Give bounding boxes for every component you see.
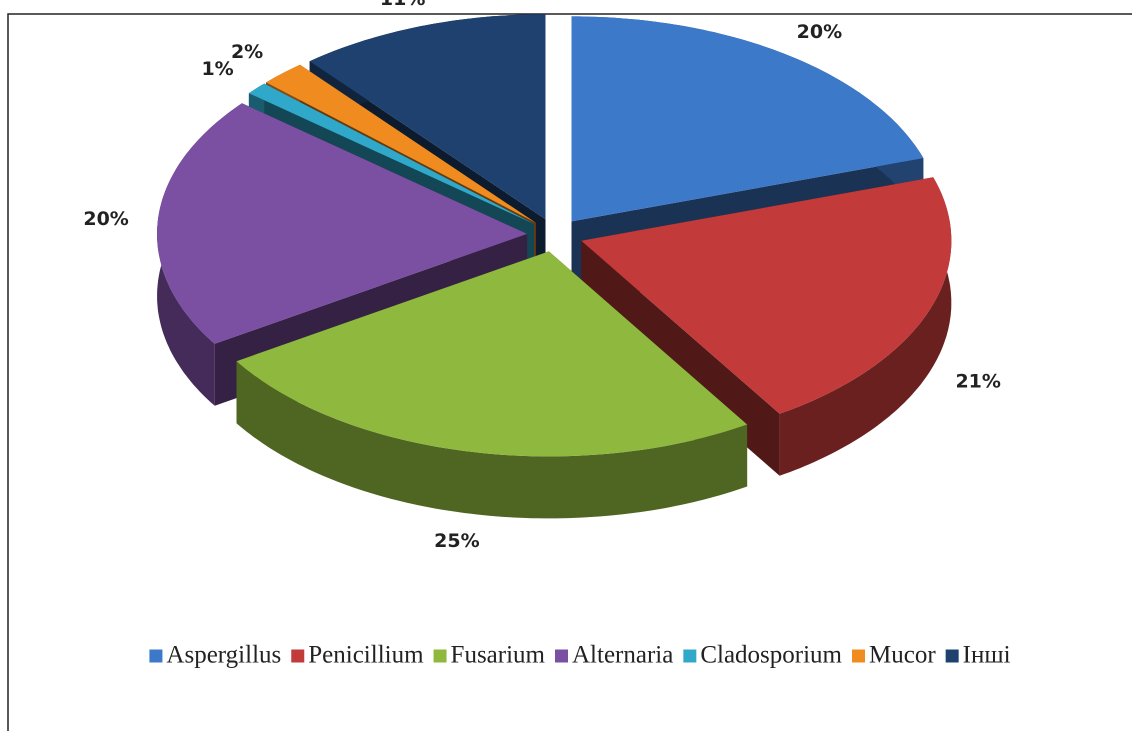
legend-swatch [433, 649, 447, 663]
legend-item: Alternaria [554, 642, 673, 669]
slice-wall [236, 361, 748, 519]
pie-slice [236, 251, 748, 519]
slice-top [236, 251, 748, 457]
slice-top [248, 83, 534, 224]
legend-item: Penicillium [291, 642, 424, 669]
legend-swatch [554, 649, 568, 663]
legend-label: Mucor [869, 642, 936, 669]
legend-label: Cladosporium [700, 642, 842, 669]
legend-swatch [683, 649, 697, 663]
slice-top [309, 14, 546, 220]
legend-item: Інші [945, 642, 1011, 669]
legend-swatch [945, 649, 959, 663]
slice-top [157, 103, 528, 344]
data-label: 20% [83, 208, 128, 230]
slice-top [266, 64, 536, 223]
frame [7, 13, 1132, 731]
legend-label: Aspergillus [166, 642, 281, 669]
slice-wall [779, 177, 952, 476]
legend-label: Fusarium [451, 642, 546, 669]
legend-swatch [852, 649, 866, 663]
slice-top [571, 16, 924, 222]
data-label: 11% [380, 0, 425, 10]
legend-label: Alternaria [572, 642, 673, 669]
slice-top [581, 177, 952, 414]
legend-label: Інші [963, 642, 1011, 669]
legend-swatch [149, 649, 163, 663]
data-label: 1% [201, 58, 233, 80]
legend-item: Fusarium [433, 642, 546, 669]
legend-swatch [291, 649, 305, 663]
data-label: 2% [231, 41, 263, 63]
data-label: 25% [434, 530, 479, 552]
legend-item: Mucor [852, 642, 936, 669]
legend-item: Aspergillus [149, 642, 281, 669]
legend-label: Penicillium [308, 642, 424, 669]
legend-item: Cladosporium [683, 642, 843, 669]
data-label: 20% [797, 21, 842, 43]
data-label: 21% [955, 370, 1000, 392]
